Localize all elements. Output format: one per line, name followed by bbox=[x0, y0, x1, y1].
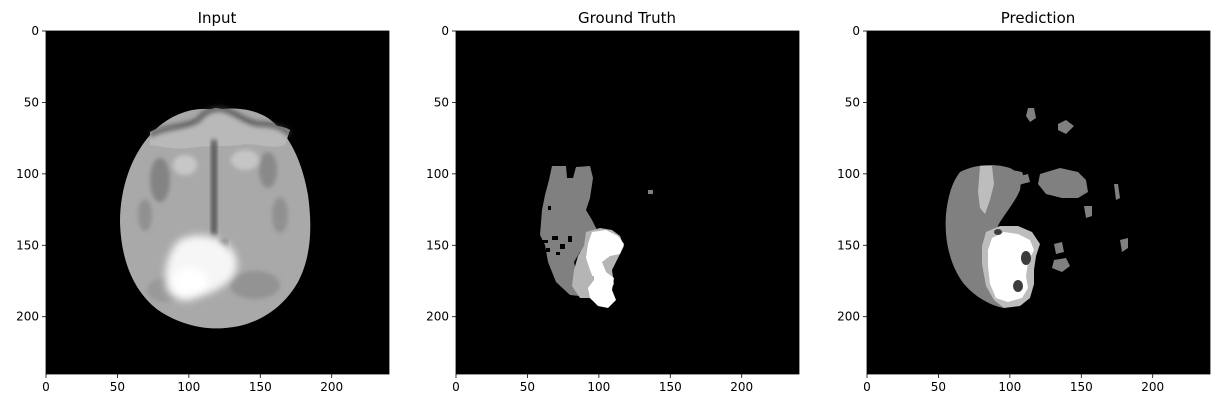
image-background bbox=[867, 31, 1210, 374]
y-tick-label: 50 bbox=[845, 95, 860, 109]
x-tick-label: 50 bbox=[110, 380, 125, 394]
mri-image bbox=[46, 31, 389, 374]
y-tick-label: 150 bbox=[837, 238, 860, 252]
x-tick-label: 100 bbox=[998, 380, 1021, 394]
panel-ground-truth: Ground Truth bbox=[426, 9, 800, 394]
x-tick-label: 50 bbox=[931, 380, 946, 394]
y-axis: 0 50 100 150 200 bbox=[426, 24, 456, 324]
label-light-region bbox=[978, 166, 994, 214]
x-tick-label: 150 bbox=[1070, 380, 1093, 394]
panel-title: Prediction bbox=[1001, 9, 1076, 27]
panel-prediction: Prediction bbox=[837, 9, 1211, 394]
axes-frame bbox=[455, 30, 800, 375]
axes-frame bbox=[45, 30, 390, 375]
lesion-bright bbox=[165, 235, 237, 301]
x-tick-label: 150 bbox=[249, 380, 272, 394]
midline bbox=[211, 140, 217, 235]
y-tick-label: 0 bbox=[852, 24, 860, 38]
x-tick-label: 50 bbox=[520, 380, 535, 394]
segmentation-image bbox=[867, 31, 1210, 374]
x-axis: 0 50 100 150 200 bbox=[42, 374, 343, 394]
label-dark-holes bbox=[994, 229, 1031, 292]
y-tick-label: 200 bbox=[16, 310, 39, 324]
x-tick-label: 100 bbox=[177, 380, 200, 394]
segmentation-image bbox=[456, 31, 799, 374]
x-tick-label: 0 bbox=[452, 380, 460, 394]
y-tick-label: 0 bbox=[441, 24, 449, 38]
x-tick-label: 0 bbox=[863, 380, 871, 394]
x-tick-label: 200 bbox=[320, 380, 343, 394]
x-tick-label: 200 bbox=[730, 380, 753, 394]
y-axis: 0 50 100 150 200 bbox=[837, 24, 867, 324]
axes-frame bbox=[866, 30, 1211, 375]
y-tick-label: 0 bbox=[31, 24, 39, 38]
y-tick-label: 200 bbox=[426, 310, 449, 324]
label-scattered-blobs bbox=[1020, 108, 1128, 272]
brain-edge bbox=[148, 105, 293, 138]
y-tick-label: 50 bbox=[434, 95, 449, 109]
y-tick-label: 100 bbox=[16, 167, 39, 181]
panel-title: Input bbox=[198, 9, 237, 27]
x-tick-label: 0 bbox=[42, 380, 50, 394]
label-gray-region bbox=[540, 166, 600, 305]
y-axis: 0 50 100 150 200 bbox=[16, 24, 46, 324]
x-axis: 0 50 100 150 200 bbox=[452, 374, 753, 394]
brain-texture bbox=[138, 150, 288, 302]
y-tick-label: 150 bbox=[16, 238, 39, 252]
y-tick-label: 50 bbox=[24, 95, 39, 109]
label-speckles bbox=[540, 206, 572, 255]
panel-input: Input bbox=[16, 9, 390, 394]
y-tick-label: 100 bbox=[426, 167, 449, 181]
label-tiny-dot bbox=[648, 190, 653, 194]
x-tick-label: 100 bbox=[587, 380, 610, 394]
y-tick-label: 150 bbox=[426, 238, 449, 252]
image-background bbox=[456, 31, 799, 374]
x-axis: 0 50 100 150 200 bbox=[863, 374, 1164, 394]
y-tick-label: 100 bbox=[837, 167, 860, 181]
label-gray-region bbox=[945, 164, 1021, 308]
x-tick-label: 150 bbox=[659, 380, 682, 394]
y-tick-label: 200 bbox=[837, 310, 860, 324]
x-tick-label: 200 bbox=[1141, 380, 1164, 394]
panel-title: Ground Truth bbox=[578, 9, 676, 27]
label-white-region bbox=[586, 230, 624, 308]
label-specks-light bbox=[578, 258, 594, 280]
brain-top-lobe bbox=[150, 108, 290, 149]
